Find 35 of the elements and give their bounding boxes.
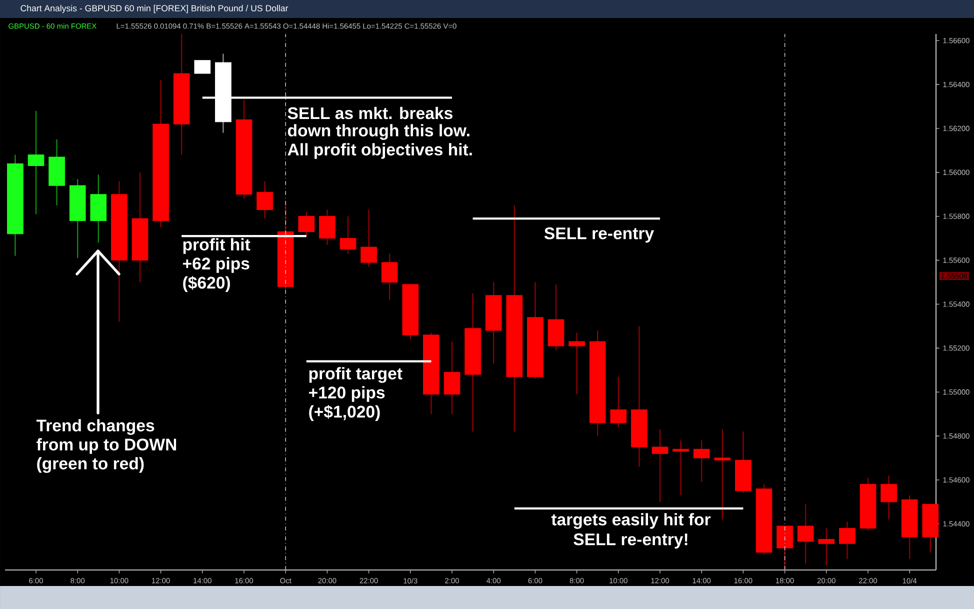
annotation: All profit objectives hit.: [288, 143, 472, 159]
candlestick: [319, 209, 336, 246]
candlestick: [194, 60, 211, 74]
candlestick: [652, 428, 668, 502]
candlestick: [381, 253, 398, 300]
annotation: (+$1,020): [309, 405, 380, 421]
candlestick: [360, 209, 377, 268]
candlestick: [610, 376, 627, 428]
candlestick: [839, 521, 856, 560]
candlestick: [28, 110, 44, 215]
candlestick: [797, 503, 814, 564]
annotation: +62 pips: [182, 257, 250, 273]
annotation: +120 pips: [308, 386, 385, 402]
annotation: from up to DOWN: [36, 438, 176, 454]
annotation: (green to red): [37, 457, 144, 473]
candlestick: [672, 440, 689, 496]
annotation: SELL as mkt. breaks: [288, 106, 452, 120]
candlestick: [818, 528, 835, 566]
candlestick: [340, 216, 356, 254]
candlestick: [568, 332, 585, 395]
candlestick: [256, 180, 273, 220]
chart-title: Chart Analysis - GBPUSD 60 min [FOREX] British Pound / US Dollar: [20, 4, 288, 14]
annotation: Trend changes: [36, 419, 154, 435]
annotation: targets easily hit for: [551, 513, 711, 529]
candlestick: [880, 474, 897, 520]
annotation: profit hit: [183, 238, 250, 254]
annotation: down through this low.: [288, 124, 470, 140]
candlestick: [693, 440, 710, 483]
annotation: profit target: [309, 367, 402, 383]
annotation: ($620): [183, 276, 230, 292]
candlestick: [298, 211, 315, 237]
annotation: SELL re-entry!: [574, 533, 688, 549]
annotation: SELL re-entry: [544, 227, 654, 243]
candlestick: [444, 340, 460, 415]
candlestick: [714, 428, 731, 520]
